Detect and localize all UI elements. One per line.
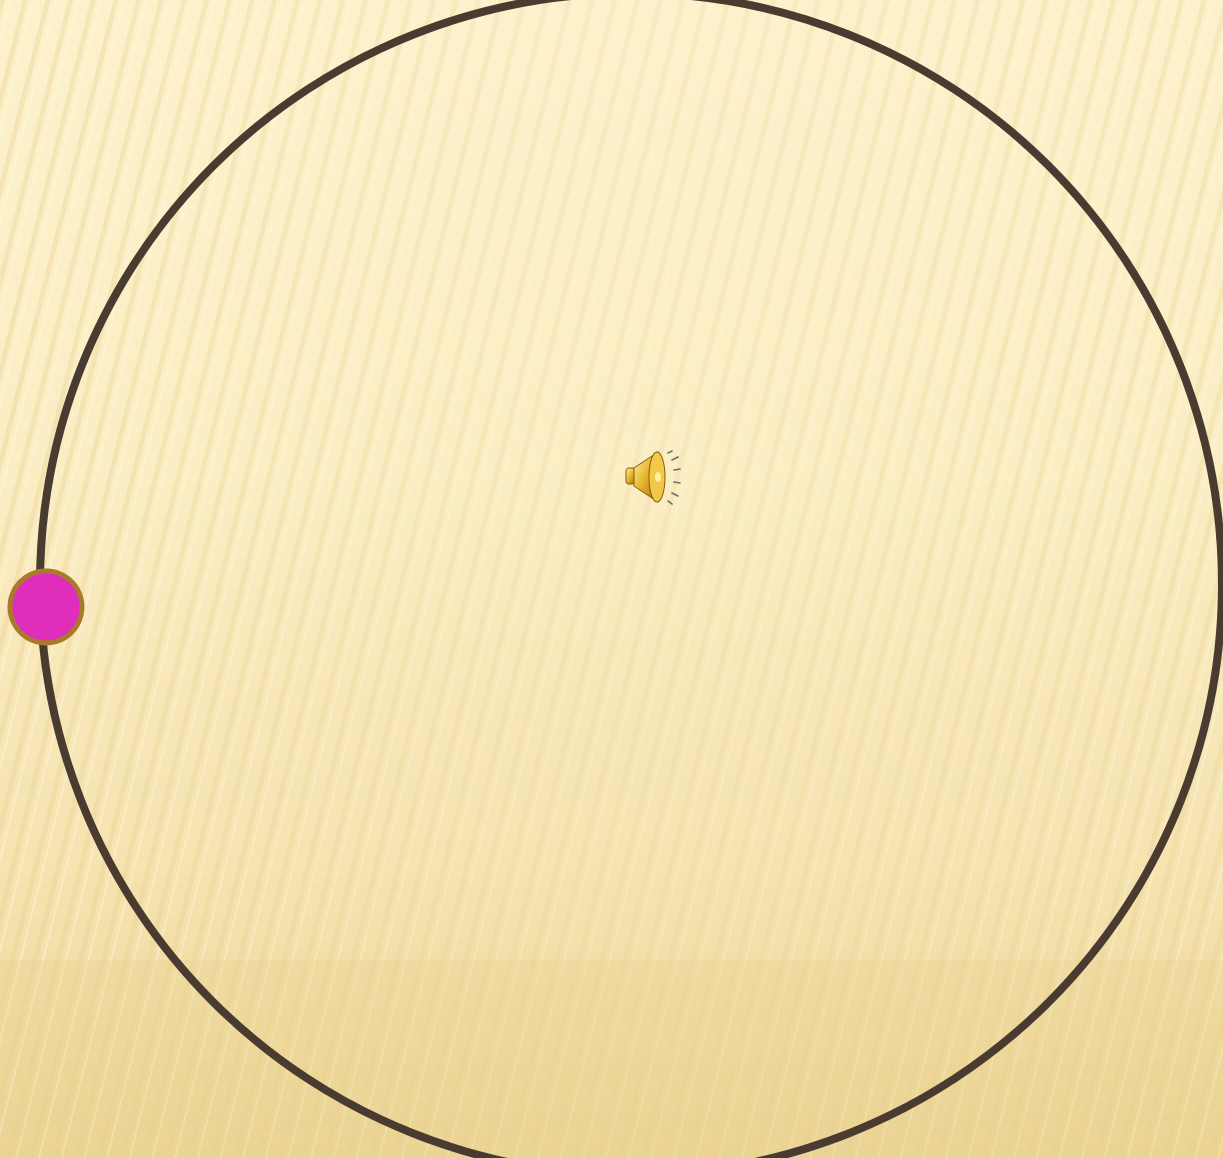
planet-dot[interactable] (7, 568, 85, 646)
speaker-icon[interactable] (625, 450, 681, 505)
orbit-ring (36, 0, 1223, 1158)
